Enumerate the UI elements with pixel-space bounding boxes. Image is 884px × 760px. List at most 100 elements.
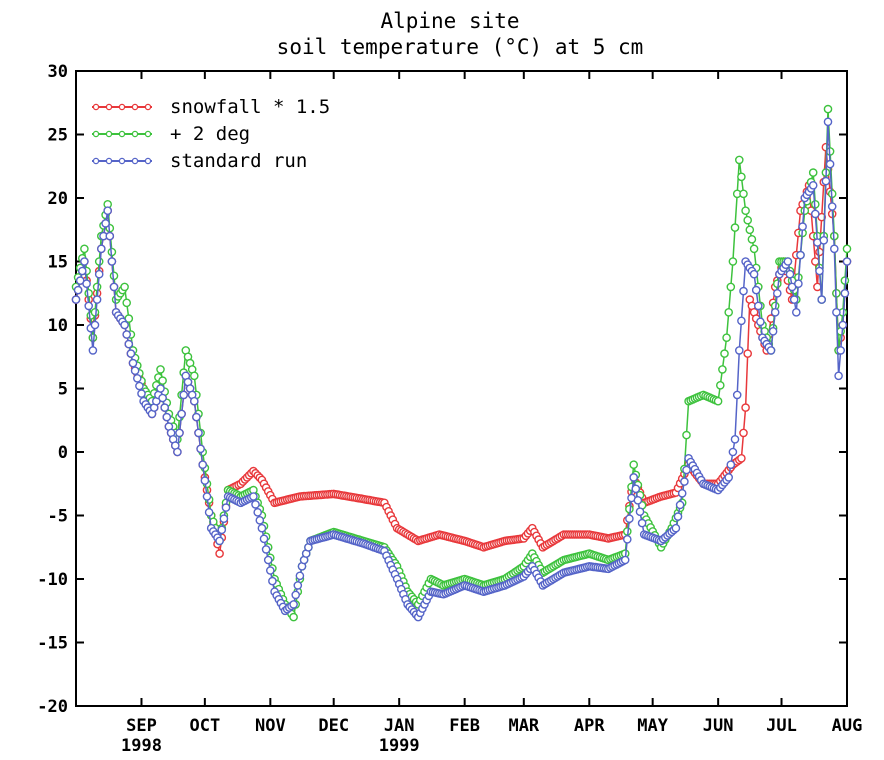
- legend-swatch-marker: [144, 130, 152, 138]
- data-point: [794, 279, 803, 289]
- data-point: [766, 346, 776, 355]
- data-point: [130, 366, 140, 376]
- data-point: [823, 104, 833, 114]
- data-point: [289, 600, 298, 609]
- data-point: [103, 206, 112, 215]
- data-point: [798, 222, 807, 231]
- data-point: [625, 514, 634, 524]
- data-point: [221, 503, 231, 512]
- data-point: [189, 371, 199, 381]
- data-point: [739, 189, 748, 199]
- series-line: [75, 147, 848, 554]
- x-tick-year-label: 1998: [121, 736, 162, 756]
- data-point: [754, 301, 763, 311]
- data-point: [720, 349, 729, 358]
- data-point: [773, 279, 782, 289]
- data-point: [741, 206, 750, 215]
- data-point: [728, 447, 738, 457]
- data-point: [175, 428, 184, 438]
- y-tick-label: -15: [37, 634, 68, 654]
- data-point: [189, 396, 199, 406]
- y-tick-label: 15: [48, 253, 68, 273]
- legend-swatch-marker: [144, 103, 152, 111]
- data-point: [109, 282, 119, 292]
- data-point: [830, 244, 839, 254]
- data-point: [132, 373, 142, 383]
- legend-label: standard run: [170, 150, 307, 172]
- data-point: [90, 320, 100, 330]
- data-point: [204, 507, 214, 517]
- data-point: [768, 326, 778, 336]
- data-point: [629, 460, 639, 470]
- x-tick-label: AUG: [832, 716, 863, 736]
- data-point: [259, 534, 269, 544]
- data-point: [291, 590, 301, 600]
- data-point: [823, 117, 833, 127]
- data-point: [196, 444, 205, 454]
- y-tick-label: 30: [48, 62, 68, 82]
- data-point: [832, 307, 841, 317]
- data-point: [821, 176, 831, 186]
- data-point: [834, 371, 843, 381]
- legend-swatch-marker: [92, 157, 100, 165]
- x-tick-label: NOV: [255, 716, 286, 736]
- data-point: [749, 269, 759, 279]
- data-point: [724, 307, 734, 317]
- data-point: [749, 244, 759, 254]
- data-point: [78, 266, 87, 276]
- data-point: [722, 333, 731, 343]
- data-point: [815, 266, 824, 276]
- legend-swatch-marker: [118, 157, 126, 165]
- data-point: [811, 209, 820, 219]
- data-point: [265, 566, 275, 575]
- legend: snowfall * 1.5 + 2 deg standard run: [92, 96, 330, 172]
- data-point: [838, 320, 848, 330]
- data-point: [728, 257, 738, 266]
- x-tick-label: JAN: [384, 716, 415, 736]
- data-point: [800, 206, 810, 215]
- data-point: [173, 447, 182, 457]
- data-point: [747, 234, 757, 244]
- data-point: [808, 180, 818, 190]
- data-point: [713, 396, 723, 406]
- data-point: [629, 473, 639, 482]
- y-tick-label: 5: [58, 380, 68, 400]
- data-point: [80, 257, 89, 266]
- legend-swatch-marker: [131, 157, 139, 165]
- x-tick-label: FEB: [449, 716, 480, 736]
- data-point: [732, 390, 742, 400]
- x-tick-year-label: 1999: [379, 736, 420, 756]
- data-point: [84, 301, 93, 311]
- data-point: [726, 460, 736, 470]
- data-point: [677, 488, 687, 498]
- legend-swatch-marker: [118, 130, 126, 138]
- data-point: [773, 288, 782, 298]
- x-tick-label: JUL: [766, 716, 797, 736]
- data-point: [756, 317, 765, 327]
- data-point: [631, 484, 641, 494]
- data-point: [842, 257, 852, 266]
- data-point: [160, 403, 169, 412]
- data-point: [770, 307, 780, 317]
- data-point: [156, 384, 165, 393]
- data-point: [682, 465, 691, 475]
- y-axis: 30 25 20 15 10 5 0 -5 -10 -15 -20: [37, 62, 847, 717]
- data-point: [253, 507, 263, 517]
- legend-label: + 2 deg: [170, 123, 250, 145]
- data-point: [255, 516, 265, 525]
- y-tick-label: -10: [37, 570, 68, 590]
- data-point: [745, 225, 755, 235]
- data-point: [158, 376, 167, 385]
- data-point: [92, 282, 102, 292]
- series--2-deg: [71, 104, 852, 622]
- data-point: [675, 500, 685, 510]
- data-point: [217, 525, 227, 535]
- data-point: [126, 349, 136, 358]
- data-point: [107, 257, 117, 266]
- data-point: [97, 244, 106, 254]
- data-point: [735, 155, 744, 165]
- data-point: [737, 453, 746, 463]
- data-point: [124, 339, 134, 349]
- data-point: [261, 545, 271, 554]
